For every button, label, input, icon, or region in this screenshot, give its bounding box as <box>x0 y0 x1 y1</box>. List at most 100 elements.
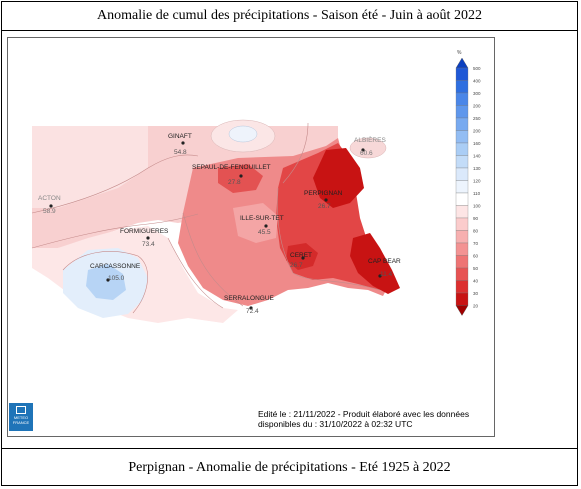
station-value: 26.7 <box>318 203 331 210</box>
legend-unit: % <box>457 50 462 56</box>
legend-cell <box>455 242 469 256</box>
page-caption: Perpignan - Anomalie de précipitations -… <box>1 448 578 486</box>
legend-level-label: 30 <box>473 291 479 296</box>
station-label: CAP BEAR <box>368 258 401 265</box>
station-value: 11.4 <box>380 271 393 278</box>
station-value: 73.4 <box>142 241 155 248</box>
credits: Edité le : 21/11/2022 - Produit élaboré … <box>258 409 469 429</box>
legend-level-label: 130 <box>473 166 481 171</box>
region-capbear-core <box>350 233 400 294</box>
legend-cell <box>455 267 469 281</box>
page-title: Anomalie de cumul des précipitations - S… <box>1 1 578 31</box>
region-ille-lighter <box>233 203 278 243</box>
legend-level-label: 70 <box>473 241 479 246</box>
station-label: CERET <box>290 252 312 259</box>
legend-level-label: 50 <box>473 266 479 271</box>
legend-cell <box>455 180 469 194</box>
station-label: ILLE-SUR-TET <box>240 215 284 222</box>
map-panel: GINAFT 54.8 SEPAUL-DE-FENOUILLET 27.8 PE… <box>7 37 495 437</box>
legend-cell <box>455 80 469 94</box>
legend-level-label: 300 <box>473 91 481 96</box>
station-label: CARCASSONNE <box>90 263 141 270</box>
legend-level-label: 100 <box>473 204 481 209</box>
station-marker <box>249 306 253 310</box>
station-label: SEPAUL-DE-FENOUILLET <box>192 164 271 171</box>
contour-lines <box>31 122 381 314</box>
station-label: GINAFT <box>168 133 192 140</box>
station-label: FORMIGUERES <box>120 228 169 235</box>
station-value: 26.7 <box>290 262 303 269</box>
legend-level-label: 200 <box>473 129 481 134</box>
legend-level-label: 140 <box>473 154 481 159</box>
legend-cell <box>455 67 469 81</box>
legend-level-label: 20 <box>473 304 479 309</box>
station-value: 45.5 <box>258 229 271 236</box>
legend-level-label: 90 <box>473 216 479 221</box>
station-marker <box>361 148 365 152</box>
station-marker <box>181 141 185 145</box>
legend-cell <box>455 130 469 144</box>
legend-min-arrow <box>455 305 469 316</box>
station-marker <box>264 224 268 228</box>
credits-line-1: Edité le : 21/11/2022 - Produit élaboré … <box>258 409 470 419</box>
legend-colorbar <box>455 57 469 316</box>
legend-cell <box>455 280 469 294</box>
station-marker <box>239 174 243 178</box>
station-value: 54.8 <box>174 149 187 156</box>
legend-level-label: 250 <box>473 116 481 121</box>
legend-level-label: 120 <box>473 179 481 184</box>
legend-cell <box>455 255 469 269</box>
region-perpignan-core <box>313 148 364 208</box>
legend-level-label: 60 <box>473 254 479 259</box>
legend: % 500 400 300 200 250 200 160 140 130 120 110 100 90… <box>455 50 481 316</box>
legend-cell <box>455 92 469 106</box>
station-label: SERRALONGUE <box>224 295 275 302</box>
legend-cell <box>455 192 469 206</box>
legend-cell <box>455 167 469 181</box>
legend-cell <box>455 217 469 231</box>
station-value: 72.4 <box>246 308 259 315</box>
ginaft-core <box>228 125 258 143</box>
station-value: 105.0 <box>108 275 125 282</box>
region-ceret-core <box>286 243 318 270</box>
station-value: 58.9 <box>43 208 56 215</box>
station-marker <box>378 274 382 278</box>
logo-mark-icon <box>16 406 26 414</box>
station-marker <box>49 204 53 208</box>
station-value: 27.8 <box>228 179 241 186</box>
station-marker <box>301 256 305 260</box>
station-label: ACTON <box>38 195 61 202</box>
anomaly-map: GINAFT 54.8 SEPAUL-DE-FENOUILLET 27.8 PE… <box>31 50 481 323</box>
station-markers <box>49 141 382 310</box>
legend-level-label: 80 <box>473 229 479 234</box>
meteo-france-logo: METEO FRANCE <box>9 403 33 431</box>
station-value: 60.6 <box>360 150 373 157</box>
legend-cell <box>455 105 469 119</box>
legend-cell <box>455 205 469 219</box>
credits-line-2: disponibles du : 31/10/2022 à 02:32 UTC <box>258 419 413 429</box>
region-northwest <box>32 126 148 208</box>
legend-level-label: 400 <box>473 79 481 84</box>
station-label: PERPIGNAN <box>304 190 343 197</box>
station-marker <box>324 198 328 202</box>
legend-level-label: 200 <box>473 104 481 109</box>
legend-cell <box>455 292 469 306</box>
station-label: ALBIÈRES <box>354 135 386 144</box>
albieres-zone <box>349 137 387 159</box>
station-marker <box>146 236 150 240</box>
legend-labels: 500 400 300 200 250 200 160 140 130 120 110 100 90 80… <box>473 66 481 309</box>
legend-level-label: 110 <box>473 191 481 196</box>
legend-cell <box>455 142 469 156</box>
region-carcassonne-core <box>86 264 126 300</box>
legend-cell <box>455 155 469 169</box>
legend-max-arrow <box>455 57 469 69</box>
legend-level-label: 40 <box>473 279 479 284</box>
legend-level-label: 500 <box>473 66 481 71</box>
legend-cell <box>455 117 469 131</box>
legend-cell <box>455 230 469 244</box>
logo-text: METEO FRANCE <box>12 415 30 425</box>
station-marker <box>106 278 110 282</box>
region-sepaul-strong <box>218 164 263 193</box>
legend-level-label: 160 <box>473 141 481 146</box>
